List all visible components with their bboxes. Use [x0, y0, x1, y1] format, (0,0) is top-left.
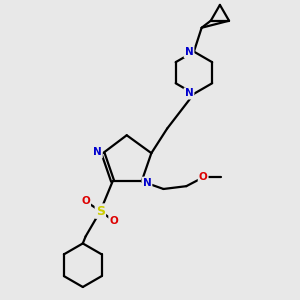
Text: O: O — [81, 196, 90, 206]
Text: O: O — [109, 216, 118, 226]
Text: N: N — [93, 147, 102, 158]
Text: N: N — [184, 88, 194, 98]
Text: S: S — [96, 205, 105, 218]
Text: N: N — [142, 178, 151, 188]
Text: N: N — [184, 47, 194, 57]
Text: O: O — [199, 172, 208, 182]
